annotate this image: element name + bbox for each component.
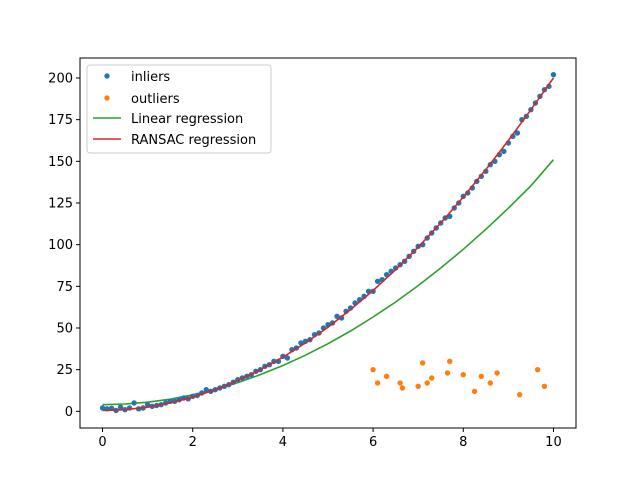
outlier-point	[478, 373, 485, 380]
outlier-point	[494, 370, 500, 376]
outlier-point	[397, 380, 403, 386]
outlier-point	[399, 385, 406, 391]
outlier-point	[541, 383, 548, 390]
outlier-point	[424, 380, 430, 386]
outlier-point	[429, 375, 435, 381]
outlier-point	[516, 391, 523, 398]
inlier-point	[284, 355, 291, 361]
outlier-point	[370, 366, 376, 373]
legend: inliers outliers Linear regression RANSA…	[86, 64, 272, 154]
inlier-point	[374, 278, 381, 285]
y-tick-label: 175	[48, 113, 73, 128]
inlier-point	[131, 400, 137, 406]
series-layer	[99, 71, 557, 414]
outlier-point	[487, 380, 494, 386]
outlier-point	[419, 360, 426, 366]
ransac-regression-line	[102, 77, 555, 412]
plot-frame	[79, 57, 577, 429]
legend-label-ransac: RANSAC regression	[131, 133, 256, 148]
outlier-point	[383, 373, 390, 380]
inlier-point	[483, 168, 489, 175]
inlier-point	[99, 405, 106, 411]
y-tick-label: 150	[48, 155, 73, 170]
legend-marker-outliers	[104, 95, 110, 101]
outlier-point	[374, 380, 381, 386]
inlier-point	[514, 130, 521, 136]
x-tick-label: 4	[279, 435, 287, 450]
inlier-point	[334, 313, 340, 320]
inlier-point	[117, 404, 124, 410]
outlier-point	[444, 370, 451, 376]
legend-label-linear: Linear regression	[131, 112, 243, 127]
legend-box	[86, 64, 272, 154]
legend-marker-inliers	[104, 73, 110, 79]
inlier-point	[203, 386, 209, 393]
inlier-point	[338, 315, 345, 321]
y-tick-label: 200	[48, 72, 73, 87]
x-tick-label: 6	[369, 435, 377, 450]
legend-label-inliers: inliers	[131, 70, 170, 85]
x-tick-label: 8	[459, 435, 467, 450]
x-tick-label: 10	[545, 435, 562, 450]
y-tick-label: 125	[48, 197, 73, 212]
y-tick-label: 0	[65, 405, 73, 420]
y-tick-label: 25	[56, 363, 73, 378]
inlier-point	[550, 71, 557, 78]
x-tick-label: 0	[98, 435, 106, 450]
y-tick-label: 100	[48, 238, 73, 253]
inlier-point	[144, 401, 151, 408]
outlier-point	[534, 366, 541, 373]
outlier-point	[460, 371, 466, 378]
y-tick-label: 50	[56, 322, 73, 337]
outlier-point	[471, 388, 478, 395]
outlier-point	[415, 383, 421, 390]
y-tick-label: 75	[56, 280, 73, 295]
inlier-point	[501, 148, 507, 155]
x-tick-label: 2	[189, 435, 197, 450]
outlier-point	[447, 358, 453, 365]
legend-label-outliers: outliers	[131, 92, 180, 107]
